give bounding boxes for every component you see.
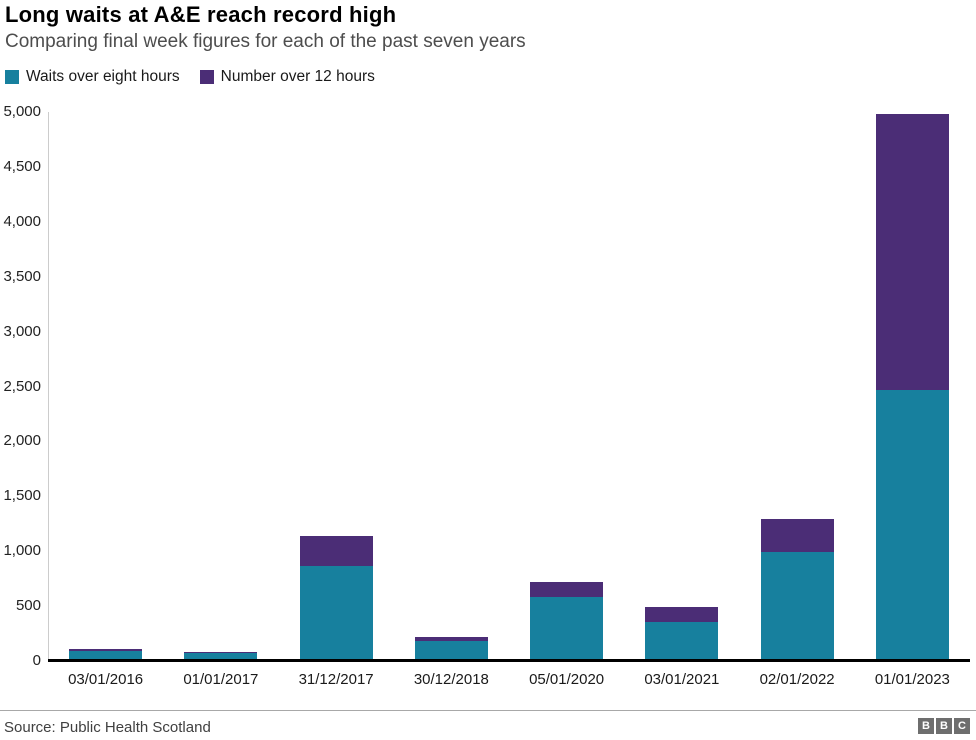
chart-subtitle: Comparing final week figures for each of… xyxy=(5,31,526,52)
legend-label-over-8h: Waits over eight hours xyxy=(26,68,180,85)
segment-over-12h xyxy=(299,536,373,567)
bar-slot xyxy=(163,112,278,661)
legend-swatch-teal xyxy=(5,70,19,84)
bbc-logo-block: B xyxy=(918,718,934,734)
y-axis-line xyxy=(48,112,49,661)
segment-over-12h xyxy=(645,607,719,623)
bar-slot xyxy=(855,112,970,661)
segment-over-12h xyxy=(530,581,604,598)
stacked-bar xyxy=(645,607,719,661)
x-axis-line xyxy=(48,659,970,662)
stacked-bar xyxy=(69,648,143,661)
segment-over-8h xyxy=(299,566,373,661)
x-axis-label: 01/01/2017 xyxy=(183,671,259,688)
legend-item-over-8h: Waits over eight hours xyxy=(5,68,180,86)
x-axis: 03/01/2016 01/01/2017 31/12/2017 30/12/2018… xyxy=(48,671,970,688)
stacked-bar xyxy=(184,651,258,661)
stacked-bar xyxy=(760,518,834,661)
stacked-bar xyxy=(530,581,604,661)
segment-over-8h xyxy=(760,551,834,661)
y-axis-tick-label: 3,500 xyxy=(3,267,41,285)
y-axis-tick-label: 1,000 xyxy=(3,542,41,560)
segment-over-8h xyxy=(414,641,488,661)
bar-slot xyxy=(48,112,163,661)
x-axis-label: 31/12/2017 xyxy=(298,671,374,688)
segment-over-8h xyxy=(184,652,258,661)
legend-swatch-purple xyxy=(199,70,214,84)
y-axis-tick-label: 2,500 xyxy=(3,377,41,395)
x-axis-label: 30/12/2018 xyxy=(413,671,489,688)
segment-over-8h xyxy=(875,389,949,661)
x-axis-label: 01/01/2023 xyxy=(874,671,950,688)
bar-slot xyxy=(279,112,394,661)
x-axis-label: 02/01/2022 xyxy=(759,671,835,688)
legend-item-over-12h: Number over 12 hours xyxy=(199,68,375,86)
y-axis-tick-label: 2,000 xyxy=(3,432,41,450)
segment-over-8h xyxy=(645,622,719,661)
x-axis-label: 05/01/2020 xyxy=(529,671,605,688)
bar-slot xyxy=(394,112,509,661)
legend: Waits over eight hours Number over 12 ho… xyxy=(5,68,375,86)
y-axis: 0 500 1,000 1,500 2,000 2,500 3,000 3,500 4,000 4… xyxy=(0,103,41,669)
y-axis-tick-label: 3,000 xyxy=(3,322,41,340)
plot-area: 0 500 1,000 1,500 2,000 2,500 3,000 3,500 4,000 4… xyxy=(3,103,970,669)
bar-slot xyxy=(624,112,739,661)
segment-over-12h xyxy=(414,637,488,642)
segment-over-12h xyxy=(760,518,834,552)
y-axis-tick-label: 4,000 xyxy=(3,212,41,230)
chart-title: Long waits at A&E reach record high xyxy=(5,2,397,27)
bars-container xyxy=(48,112,970,661)
stacked-bar xyxy=(414,637,488,661)
segment-over-12h xyxy=(184,651,258,653)
bbc-logo-block: C xyxy=(954,718,970,734)
y-axis-tick-label: 500 xyxy=(15,597,41,615)
segment-over-8h xyxy=(69,650,143,661)
y-axis-tick-label: 5,000 xyxy=(3,103,41,120)
stacked-bar xyxy=(299,536,373,661)
stacked-bar xyxy=(875,114,949,661)
y-axis-tick-label: 1,500 xyxy=(3,487,41,505)
x-axis-label: 03/01/2021 xyxy=(644,671,720,688)
segment-over-8h xyxy=(530,597,604,661)
legend-label-over-12h: Number over 12 hours xyxy=(220,68,375,85)
source-text: Source: Public Health Scotland xyxy=(4,719,211,736)
segment-over-12h xyxy=(875,114,949,390)
bar-slot xyxy=(740,112,855,661)
y-axis-tick-label: 4,500 xyxy=(3,157,41,175)
bar-slot xyxy=(509,112,624,661)
x-axis-label: 03/01/2016 xyxy=(68,671,144,688)
y-axis-tick-label: 0 xyxy=(32,652,41,669)
segment-over-12h xyxy=(69,648,143,651)
bbc-logo-block: B xyxy=(936,718,952,734)
